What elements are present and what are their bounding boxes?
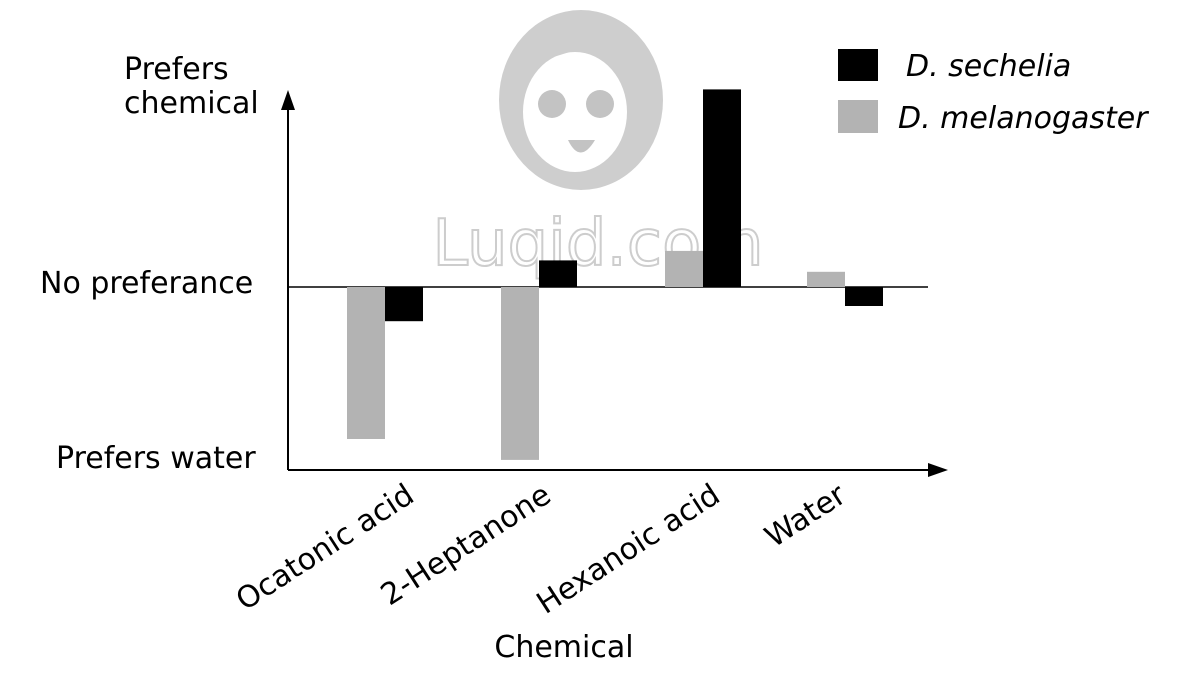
bar-melanogaster-1 <box>501 287 539 460</box>
legend-label-melanogaster: D. melanogaster <box>898 101 1149 136</box>
bar-sechelia-0 <box>385 287 423 322</box>
bar-sechelia-2 <box>703 89 741 288</box>
y-tick-label-bottom: Prefers water <box>56 441 256 476</box>
bar-melanogaster-3 <box>807 271 845 287</box>
x-tick-label-2: Hexanoic acid <box>531 477 727 621</box>
y-tick-label-middle: No preferance <box>40 266 253 301</box>
x-tick-label-3: Water <box>759 477 853 555</box>
legend-label-sechelia: D. sechelia <box>906 49 1071 84</box>
bars <box>347 89 883 460</box>
legend-swatch-sechelia <box>838 49 878 81</box>
bar-melanogaster-2 <box>665 250 703 287</box>
legend: D. sechelia D. melanogaster <box>838 49 1149 136</box>
y-tick-label-top-2: chemical <box>124 86 259 121</box>
x-axis-arrow <box>928 463 948 477</box>
bar-sechelia-1 <box>539 260 577 287</box>
bar-sechelia-3 <box>845 287 883 306</box>
y-tick-label-top: Prefers <box>124 52 229 87</box>
legend-swatch-melanogaster <box>838 100 878 133</box>
y-axis-arrow <box>281 90 295 110</box>
bar-melanogaster-0 <box>347 287 385 439</box>
x-axis-label: Chemical <box>494 630 633 665</box>
cartoon-face-icon <box>499 10 663 190</box>
